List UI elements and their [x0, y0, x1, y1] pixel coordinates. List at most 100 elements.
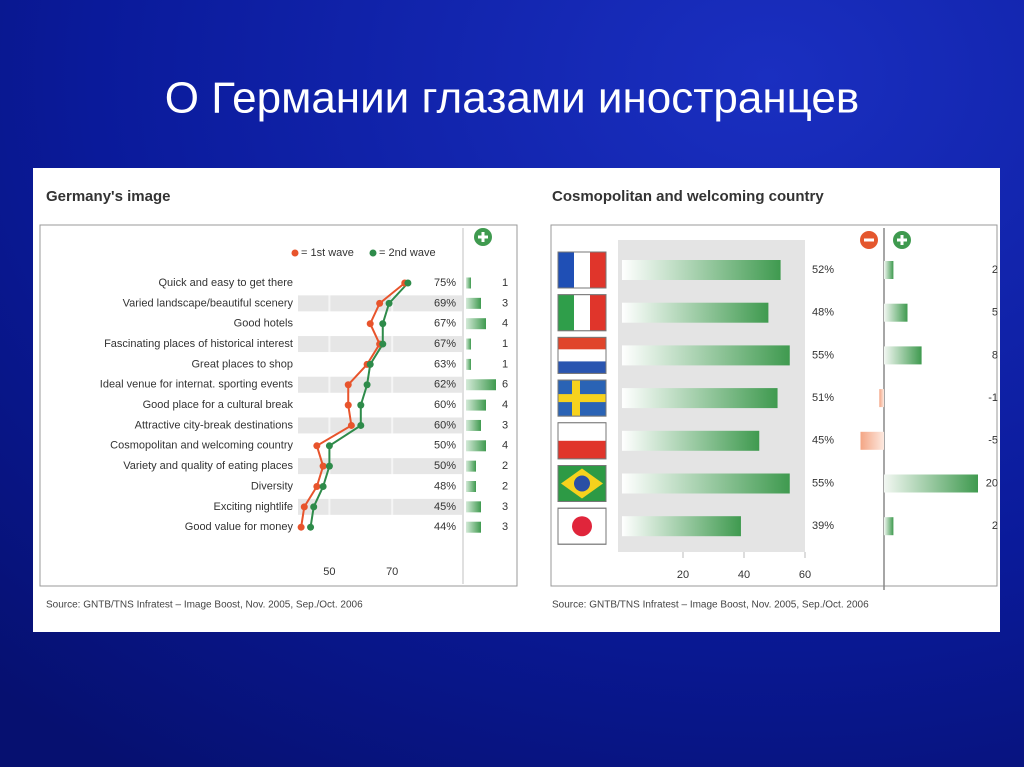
chart-title: Cosmopolitan and welcoming country: [552, 188, 824, 205]
series-point: [379, 320, 387, 328]
flag-border: [557, 507, 607, 545]
series-point: [325, 462, 333, 470]
change-label: 6: [502, 379, 508, 391]
category-label: Attractive city-break destinations: [135, 419, 294, 431]
change-bar: [466, 481, 476, 492]
change-bar: [884, 517, 894, 536]
legend-marker: [291, 249, 299, 257]
series-point: [385, 299, 393, 307]
row-stripe: [298, 417, 463, 434]
value-label: 48%: [434, 480, 456, 492]
change-label: 20: [986, 477, 998, 489]
change-label: 3: [502, 501, 508, 513]
change-label: 1: [502, 277, 508, 289]
flag-cross: [558, 394, 606, 403]
change-label: 3: [502, 419, 508, 431]
series-point: [313, 483, 321, 490]
slide-title: О Германии глазами иностранцев: [165, 74, 859, 123]
icon-stroke: [900, 235, 904, 245]
series-point: [376, 299, 384, 307]
flag-stripe: [574, 294, 590, 331]
value-label: 50%: [434, 460, 456, 472]
icon-stroke: [864, 238, 874, 242]
x-tick-label: 40: [738, 569, 750, 581]
series-point: [366, 320, 374, 328]
flag-border: [557, 294, 607, 332]
category-label: Varied landscape/beautiful scenery: [123, 297, 294, 309]
row-stripe: [298, 458, 463, 475]
series-point: [366, 360, 374, 368]
row-stripe: [298, 376, 463, 393]
series-point: [357, 401, 365, 409]
category-label: Ideal venue for internat. sporting event…: [100, 379, 294, 391]
change-bar: [466, 460, 476, 472]
value-label: 51%: [812, 392, 834, 404]
source: Source: GNTB/TNS Infratest – Image Boost…: [46, 600, 363, 611]
change-label: -5: [988, 435, 998, 447]
change-bar: [884, 303, 908, 322]
value-label: 52%: [812, 264, 834, 276]
value-label: 45%: [812, 435, 834, 447]
flag-border: [557, 379, 607, 417]
category-label: Good place for a cultural break: [143, 399, 294, 411]
value-label: 55%: [812, 349, 834, 361]
flag-cross: [572, 380, 580, 417]
change-bar: [466, 440, 486, 452]
value-label: 45%: [434, 501, 456, 513]
flag-stripe: [558, 337, 606, 350]
change-label: 2: [502, 460, 508, 472]
left-frame: [39, 224, 518, 587]
flag-stripe: [558, 349, 606, 362]
change-label: 5: [992, 307, 998, 319]
series-point: [404, 279, 412, 287]
change-bar: [466, 379, 496, 391]
bar: [622, 345, 790, 366]
flag-stripe: [574, 252, 590, 288]
series-point: [319, 462, 327, 470]
bar: [622, 388, 778, 409]
change-bar: [466, 419, 481, 431]
series-point: [379, 340, 387, 348]
change-label: 2: [992, 520, 998, 532]
value-label: 67%: [434, 318, 456, 330]
change-label: 2: [992, 264, 998, 276]
change-bar: [466, 358, 471, 370]
value-label: 55%: [812, 477, 834, 489]
value-label: 62%: [434, 379, 456, 391]
series-point: [297, 523, 305, 531]
change-label: 3: [502, 521, 508, 533]
flag-globe: [574, 475, 590, 492]
series-point: [344, 401, 352, 409]
change-label: 2: [502, 480, 508, 492]
change-bar: [466, 399, 486, 411]
legend-label: = 1st wave: [301, 247, 354, 259]
category-label: Variety and quality of eating places: [123, 460, 293, 472]
x-tick-label: 50: [323, 566, 335, 578]
change-bar: [466, 277, 471, 289]
flag-stripe: [590, 252, 606, 288]
value-label: 67%: [434, 338, 456, 350]
value-label: 75%: [434, 277, 456, 289]
change-bar: [879, 389, 884, 408]
icon-stroke: [481, 232, 485, 242]
series-point: [347, 421, 355, 429]
bar: [622, 516, 741, 537]
flag-sun: [572, 516, 592, 537]
change-label: 1: [502, 358, 508, 370]
flag-stripe: [558, 252, 574, 288]
value-label: 44%: [434, 521, 456, 533]
change-bar: [884, 261, 894, 279]
value-label: 48%: [812, 307, 834, 319]
flag-border: [557, 465, 607, 502]
series-point: [357, 421, 365, 429]
category-label: Exciting nightlife: [214, 501, 294, 513]
flag-border: [557, 251, 607, 289]
change-bar: [466, 297, 481, 309]
value-label: 50%: [434, 440, 456, 452]
series-point: [319, 483, 327, 490]
series-point: [325, 442, 333, 450]
change-bar: [466, 521, 481, 533]
x-tick-label: 20: [677, 569, 689, 581]
